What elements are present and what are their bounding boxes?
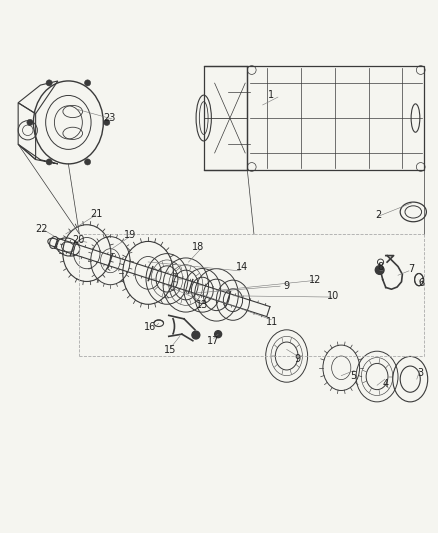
- Circle shape: [215, 330, 222, 338]
- Text: 2: 2: [375, 210, 381, 220]
- Text: 6: 6: [418, 278, 424, 288]
- Text: 9: 9: [294, 354, 300, 364]
- Text: 22: 22: [35, 224, 48, 235]
- Circle shape: [375, 265, 384, 274]
- Text: 21: 21: [91, 209, 103, 219]
- Text: 4: 4: [383, 378, 389, 389]
- Circle shape: [85, 80, 91, 86]
- Circle shape: [46, 159, 52, 165]
- Text: 15: 15: [164, 345, 176, 356]
- Text: 8: 8: [378, 262, 384, 271]
- Text: 20: 20: [73, 235, 85, 245]
- Circle shape: [192, 331, 200, 339]
- Text: 3: 3: [417, 368, 424, 378]
- Circle shape: [27, 119, 33, 125]
- Text: 10: 10: [327, 291, 339, 301]
- Circle shape: [85, 159, 91, 165]
- Text: 12: 12: [309, 274, 321, 285]
- Text: 7: 7: [408, 264, 414, 273]
- Text: 16: 16: [144, 322, 156, 332]
- Text: 18: 18: [192, 242, 204, 252]
- Text: 17: 17: [207, 336, 219, 346]
- Text: 13: 13: [196, 300, 208, 310]
- Text: 19: 19: [124, 230, 136, 240]
- Text: 11: 11: [266, 317, 279, 327]
- Circle shape: [46, 80, 52, 86]
- Text: 14: 14: [236, 262, 248, 272]
- Text: 23: 23: [104, 113, 116, 123]
- Text: 1: 1: [268, 91, 275, 100]
- Text: 9: 9: [284, 281, 290, 291]
- Circle shape: [104, 119, 110, 125]
- Text: 5: 5: [350, 370, 357, 381]
